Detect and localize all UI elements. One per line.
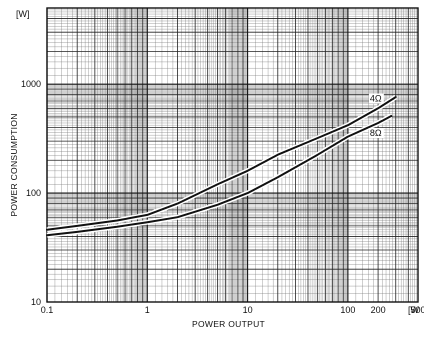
x-tick-label: 0.1 xyxy=(41,305,54,315)
series-label-background xyxy=(368,93,384,104)
series-label: 4Ω xyxy=(370,94,382,104)
series-layer: 4Ω 8Ω xyxy=(46,93,398,238)
x-axis-title: POWER OUTPUT xyxy=(192,319,265,329)
y-tick-label: 100 xyxy=(26,188,41,198)
x-unit-label: [W xyxy=(408,305,420,315)
plot-frame xyxy=(46,7,419,303)
x-tick-label: 200 xyxy=(371,305,386,315)
y-tick-labels: 10 100 1000 xyxy=(21,79,41,307)
series-line xyxy=(46,96,397,231)
x-tick-label: 10 xyxy=(243,305,253,315)
y-axis-title: POWER CONSUMPTION xyxy=(9,113,19,216)
x-tick-labels: 0.1 1 10 100 200 500 xyxy=(41,305,424,315)
minor-grid xyxy=(47,7,419,302)
x-tick-label: 500 xyxy=(410,305,424,315)
y-unit-label: [W] xyxy=(16,9,30,19)
series-label: 8Ω xyxy=(370,128,382,138)
series-line xyxy=(46,115,393,237)
y-tick-label: 1000 xyxy=(21,79,41,89)
fine-grid xyxy=(47,8,418,302)
y-tick-label: 10 xyxy=(31,297,41,307)
x-tick-label: 1 xyxy=(145,305,150,315)
series-label-background xyxy=(368,127,384,138)
x-tick-label: 100 xyxy=(340,305,355,315)
